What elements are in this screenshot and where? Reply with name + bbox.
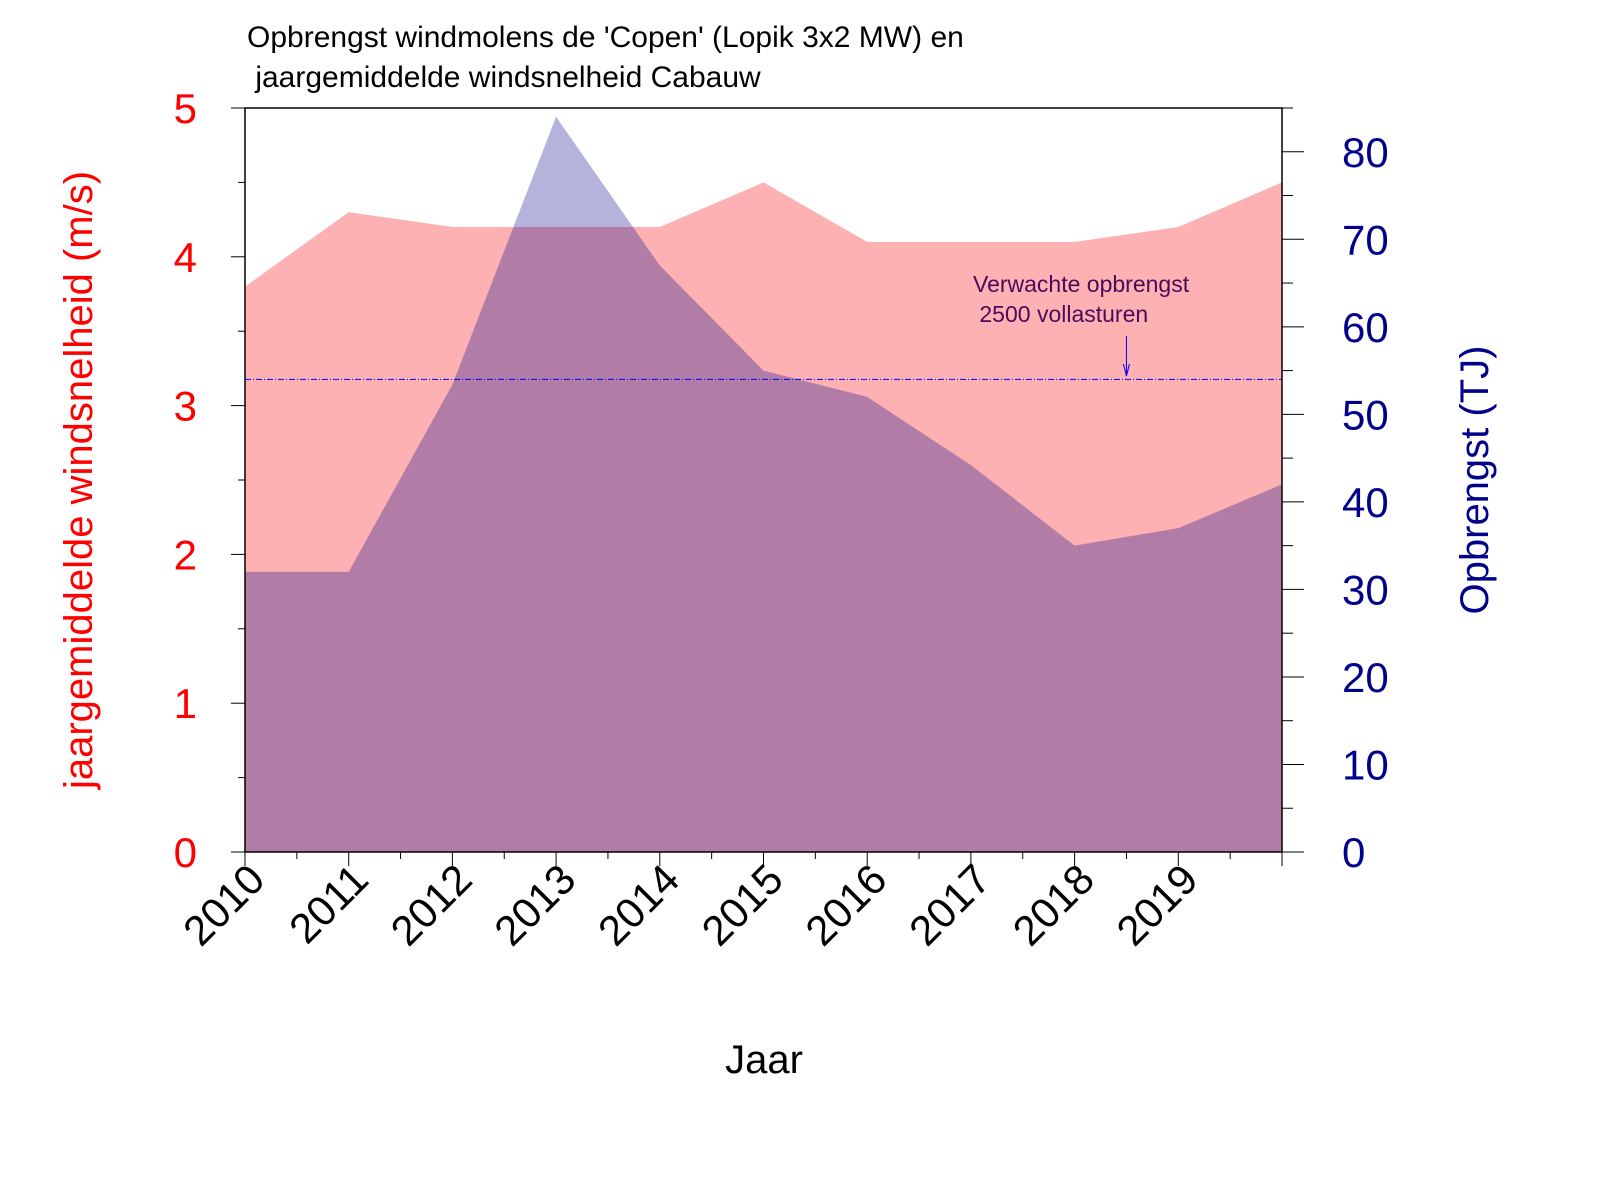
series-windspeed-area [245, 182, 1282, 852]
y-left-tick-label: 5 [174, 85, 197, 132]
y-left-tick-label: 2 [174, 531, 197, 578]
y-right-tick-label: 20 [1342, 654, 1389, 701]
y-right-tick-label: 10 [1342, 741, 1389, 788]
y-left-tick-label: 1 [174, 680, 197, 727]
chart-title-line2: jaargemiddelde windsnelheid Cabauw [247, 61, 761, 94]
x-tick-label: 2015 [693, 855, 792, 954]
y-right-tick-label: 80 [1342, 129, 1389, 176]
annotation-line1: Verwachte opbrengst [973, 271, 1190, 297]
series-yield-area [245, 116, 1282, 853]
y-left-tick-label: 0 [174, 829, 197, 876]
x-tick-label: 2017 [900, 855, 999, 954]
x-tick-label: 2019 [1107, 855, 1206, 954]
chart-title-line1: Opbrengst windmolens de 'Copen' (Lopik 3… [247, 21, 964, 54]
y-axis-right-label: Opbrengst (TJ) [1453, 346, 1497, 615]
annotation-arrowhead [1122, 363, 1130, 377]
y-axis-left-label: jaargemiddelde windsnelheid (m/s) [57, 171, 101, 790]
annotation-line2: 2500 vollasturen [973, 301, 1148, 327]
y-right-tick-label: 40 [1342, 479, 1389, 526]
x-tick-label: 2016 [796, 855, 895, 954]
y-right-tick-label: 50 [1342, 391, 1389, 438]
y-right-tick-label: 60 [1342, 304, 1389, 351]
y-right-tick-label: 70 [1342, 216, 1389, 263]
x-tick-label: 2011 [280, 855, 377, 952]
y-right-tick-label: 30 [1342, 566, 1389, 613]
x-tick-label: 2013 [485, 855, 584, 954]
x-tick-label: 2018 [1004, 855, 1103, 954]
y-left-tick-label: 4 [174, 234, 197, 281]
plot-area [245, 116, 1282, 853]
y-left-tick-label: 3 [174, 383, 197, 430]
x-axis-label: Jaar [725, 1038, 803, 1082]
x-tick-label: 2012 [381, 855, 480, 954]
x-tick-label: 2014 [589, 855, 688, 954]
y-right-tick-label: 0 [1342, 829, 1365, 876]
